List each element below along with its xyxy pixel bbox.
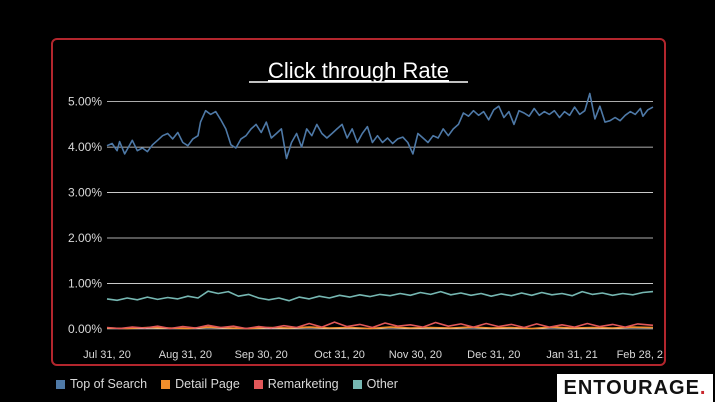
legend-label: Remarketing: [267, 377, 339, 391]
x-tick-label: Aug 31, 20: [159, 349, 212, 361]
y-tick-label: 2.00%: [68, 231, 102, 245]
x-tick-label: Sep 30, 20: [235, 349, 288, 361]
legend-item-remarketing[interactable]: Remarketing: [253, 377, 339, 391]
legend-swatch-icon: [161, 379, 171, 389]
y-tick-label: 3.00%: [68, 186, 102, 200]
series-line-other: [106, 290, 654, 302]
x-tick-label: Oct 31, 20: [314, 349, 365, 361]
chart-panel: Click through Rate 0.00% 1.00% 2.00% 3.00% 4.…: [51, 38, 666, 366]
x-tick-label: Jul 31, 20: [83, 349, 131, 361]
legend-swatch-icon: [56, 379, 65, 389]
x-tick-label: Nov 30, 20: [389, 349, 442, 361]
legend-item-detail-page[interactable]: Detail Page: [161, 377, 240, 391]
legend-item-top-of-search[interactable]: Top of Search: [56, 377, 147, 391]
legend-swatch-icon: [253, 379, 263, 389]
x-tick-label: Feb 28, 21: [617, 349, 664, 361]
logo-text: ENTOURAGE: [563, 376, 700, 399]
legend-swatch-icon: [352, 379, 362, 389]
entourage-logo: ENTOURAGE.: [557, 374, 713, 402]
legend: Top of Search Detail Page Remarketing Ot…: [56, 376, 412, 392]
x-tick-label: Jan 31, 21: [546, 349, 597, 361]
legend-label: Top of Search: [70, 377, 148, 391]
chart-title: Click through Rate: [268, 58, 449, 83]
series-line-top-of-search: [106, 92, 654, 160]
y-tick-label: 0.00%: [68, 322, 102, 336]
legend-item-other[interactable]: Other: [352, 377, 398, 391]
y-tick-label: 1.00%: [68, 276, 102, 290]
y-tick-label: 5.00%: [68, 95, 102, 109]
legend-label: Detail Page: [175, 377, 240, 391]
legend-label: Other: [366, 377, 398, 391]
line-chart: Click through Rate 0.00% 1.00% 2.00% 3.00% 4.…: [68, 58, 664, 361]
series-line-remarketing: [106, 321, 654, 330]
logo-dot: .: [699, 376, 707, 399]
y-tick-label: 4.00%: [68, 140, 102, 154]
x-tick-label: Dec 31, 20: [467, 349, 520, 361]
